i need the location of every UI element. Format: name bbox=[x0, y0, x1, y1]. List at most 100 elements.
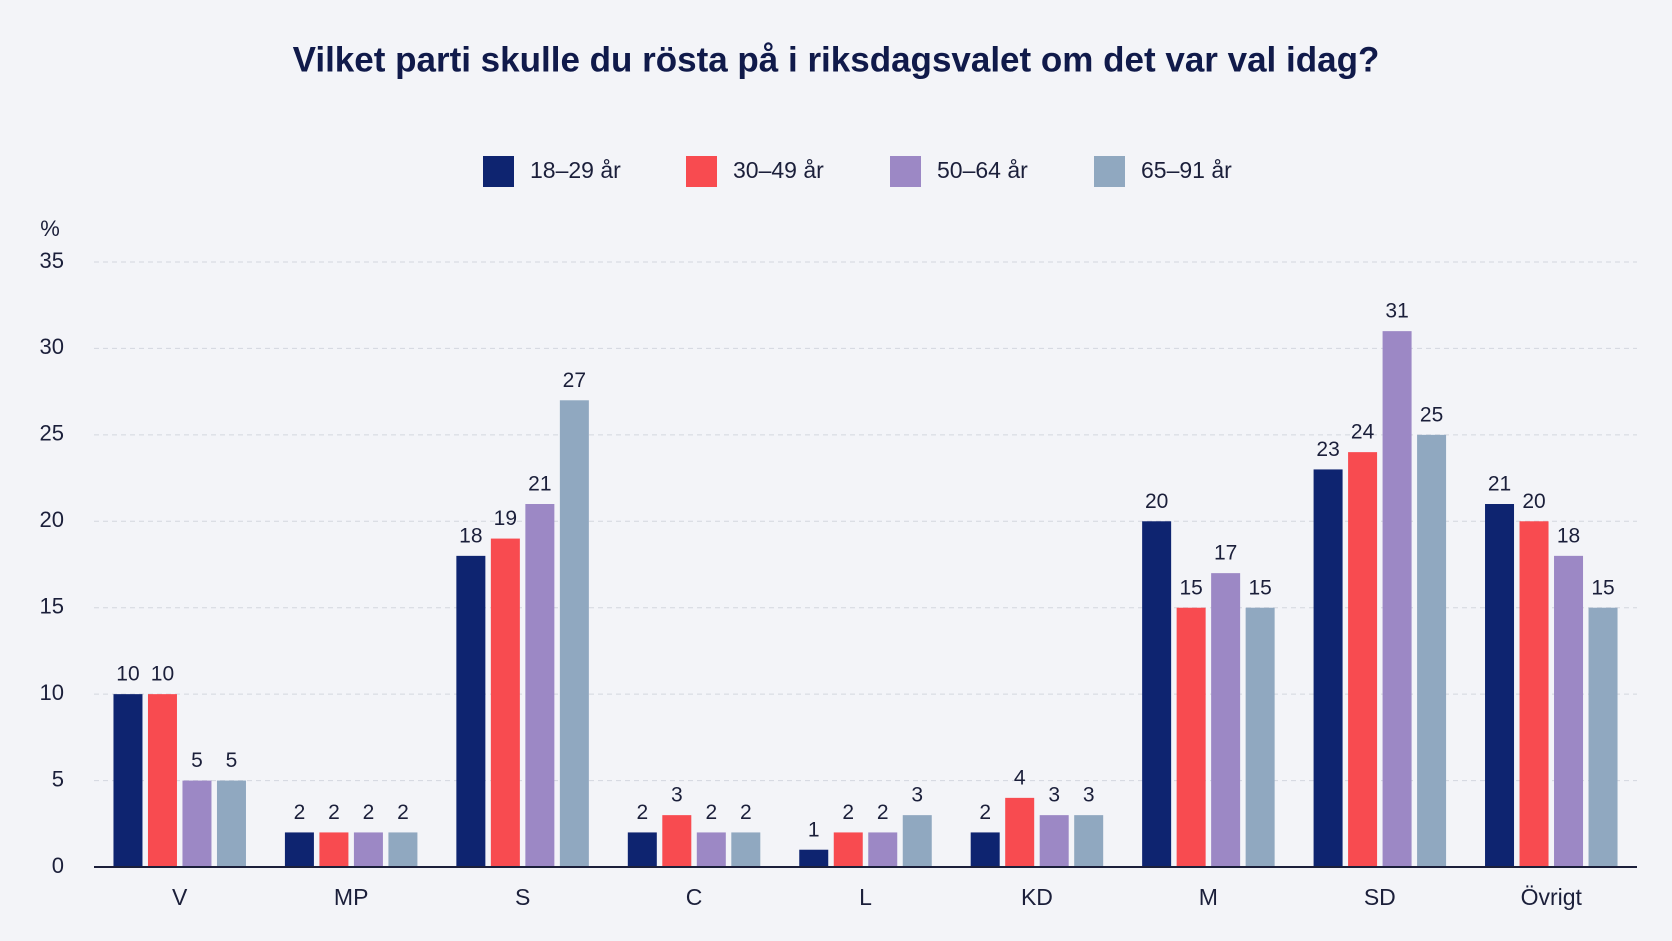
bar bbox=[1005, 797, 1035, 867]
value-label: 2 bbox=[636, 801, 648, 824]
bar bbox=[970, 832, 1000, 867]
x-tick-label: V bbox=[172, 884, 188, 910]
bar bbox=[833, 832, 863, 867]
legend-label: 65–91 år bbox=[1141, 157, 1232, 183]
y-tick-label: 0 bbox=[52, 853, 64, 878]
value-label: 23 bbox=[1316, 438, 1339, 461]
value-label: 2 bbox=[328, 801, 340, 824]
value-label: 3 bbox=[1048, 784, 1060, 807]
x-tick-label: L bbox=[859, 884, 872, 910]
bar bbox=[1176, 607, 1206, 867]
y-tick-label: 20 bbox=[40, 507, 64, 532]
legend-swatch bbox=[483, 156, 514, 187]
bar bbox=[1519, 521, 1549, 867]
x-tick-label: Övrigt bbox=[1521, 884, 1583, 910]
value-label: 5 bbox=[191, 749, 203, 772]
value-label: 19 bbox=[494, 507, 517, 530]
bar bbox=[799, 849, 829, 867]
value-label: 18 bbox=[459, 524, 482, 547]
value-label: 27 bbox=[563, 369, 586, 392]
bar bbox=[627, 832, 657, 867]
value-label: 15 bbox=[1179, 576, 1202, 599]
value-label: 15 bbox=[1591, 576, 1614, 599]
y-tick-label: 25 bbox=[40, 421, 64, 446]
value-label: 3 bbox=[911, 784, 923, 807]
bar bbox=[662, 815, 692, 867]
bar bbox=[319, 832, 349, 867]
value-label: 2 bbox=[294, 801, 306, 824]
bar bbox=[868, 832, 898, 867]
bar bbox=[388, 832, 418, 867]
legend-swatch bbox=[890, 156, 921, 187]
value-label: 2 bbox=[877, 801, 889, 824]
value-label: 24 bbox=[1351, 421, 1375, 444]
y-unit: % bbox=[40, 216, 60, 241]
bar bbox=[1382, 331, 1412, 868]
value-label: 10 bbox=[116, 663, 139, 686]
bar bbox=[147, 694, 177, 867]
value-label: 4 bbox=[1014, 766, 1026, 789]
value-label: 2 bbox=[842, 801, 854, 824]
bar bbox=[490, 538, 520, 867]
chart-title: Vilket parti skulle du rösta på i riksda… bbox=[293, 40, 1380, 79]
bar bbox=[1211, 573, 1241, 867]
value-label: 21 bbox=[528, 473, 551, 496]
value-label: 18 bbox=[1557, 524, 1580, 547]
value-label: 2 bbox=[979, 801, 991, 824]
bar bbox=[525, 504, 555, 867]
bar bbox=[1348, 452, 1378, 867]
bar bbox=[902, 815, 932, 867]
value-label: 31 bbox=[1385, 300, 1408, 323]
x-tick-label: M bbox=[1199, 884, 1218, 910]
bar bbox=[216, 780, 246, 867]
legend-swatch bbox=[686, 156, 717, 187]
bar bbox=[696, 832, 726, 867]
y-tick-label: 30 bbox=[40, 334, 64, 359]
bar bbox=[456, 555, 486, 867]
value-label: 2 bbox=[740, 801, 752, 824]
y-tick-label: 35 bbox=[40, 248, 64, 273]
bar bbox=[1417, 434, 1447, 867]
bar bbox=[1074, 815, 1104, 867]
bar bbox=[182, 780, 212, 867]
legend-label: 30–49 år bbox=[733, 157, 824, 183]
value-label: 10 bbox=[151, 663, 174, 686]
bar bbox=[284, 832, 314, 867]
value-label: 21 bbox=[1488, 473, 1511, 496]
value-label: 1 bbox=[808, 818, 820, 841]
legend-label: 50–64 år bbox=[937, 157, 1028, 183]
x-tick-label: C bbox=[686, 884, 703, 910]
value-label: 5 bbox=[226, 749, 238, 772]
bar bbox=[1039, 815, 1069, 867]
bar bbox=[731, 832, 761, 867]
legend-swatch bbox=[1094, 156, 1125, 187]
bar bbox=[1588, 607, 1618, 867]
bar bbox=[1142, 521, 1172, 867]
y-tick-label: 10 bbox=[40, 680, 64, 705]
value-label: 17 bbox=[1214, 542, 1237, 565]
x-tick-label: S bbox=[515, 884, 530, 910]
y-tick-label: 5 bbox=[52, 766, 64, 791]
bar bbox=[1485, 504, 1515, 867]
value-label: 2 bbox=[705, 801, 717, 824]
value-label: 2 bbox=[363, 801, 375, 824]
value-label: 20 bbox=[1522, 490, 1545, 513]
x-tick-label: MP bbox=[334, 884, 369, 910]
y-tick-label: 15 bbox=[40, 594, 64, 619]
bar bbox=[1245, 607, 1275, 867]
value-label: 15 bbox=[1248, 576, 1271, 599]
bar bbox=[1313, 469, 1343, 867]
value-label: 20 bbox=[1145, 490, 1168, 513]
x-tick-label: SD bbox=[1364, 884, 1396, 910]
value-label: 2 bbox=[397, 801, 409, 824]
bar bbox=[559, 400, 589, 867]
legend-label: 18–29 år bbox=[530, 157, 621, 183]
value-label: 25 bbox=[1420, 403, 1443, 426]
bar bbox=[113, 694, 143, 867]
value-label: 3 bbox=[1083, 784, 1095, 807]
value-label: 3 bbox=[671, 784, 683, 807]
x-tick-label: KD bbox=[1021, 884, 1053, 910]
bar bbox=[1554, 555, 1584, 867]
bar bbox=[353, 832, 383, 867]
